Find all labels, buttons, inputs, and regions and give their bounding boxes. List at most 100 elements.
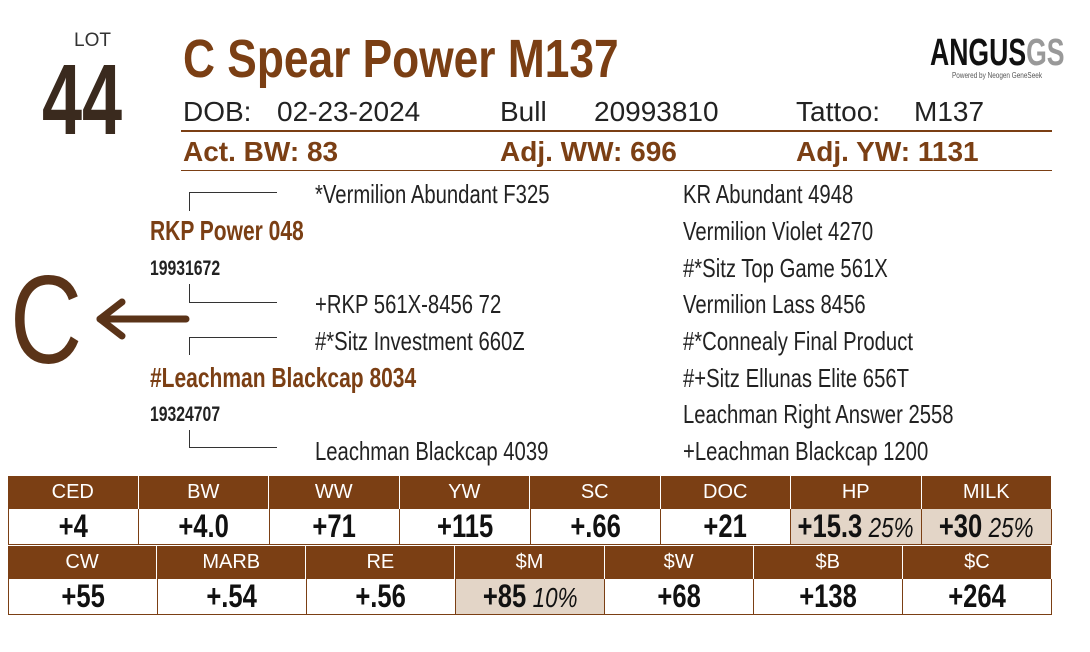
epd-value: +.56 [355,579,407,614]
epd-cell-text: +138 [799,579,857,614]
epd-value: +85 [482,579,527,614]
info-label: Bull [500,96,547,127]
grandparent: +Leachman Blackcap 1200 [683,436,929,466]
info-value: 02-23-2024 [277,96,421,127]
epd-header: HP [791,476,922,509]
dam-dam: Leachman Blackcap 4039 [315,436,549,466]
bracket [189,284,190,302]
grandparent: Leachman Right Answer 2558 [683,399,954,429]
epd-header: CED [8,476,139,509]
epd-header: MARB [157,546,307,579]
epd-cell: +.54 [158,579,307,615]
epd-value: +138 [799,579,857,614]
grandparent-row: Leachman Right Answer 2558 [683,401,1030,427]
weight-value: 1131 [917,136,979,167]
info-value: M137 [914,96,985,127]
logo-tagline: Powered by Neogen GeneSeek [952,71,1043,80]
epd-cell-text: +4 [59,509,89,544]
epd-cell: +68 [605,579,754,615]
grandparent: #*Connealy Final Product [683,326,913,356]
epd-cell-text: +55 [61,579,105,614]
bracket [189,337,190,355]
epd-value: +4.0 [178,509,230,544]
epd-cell-text: +.66 [569,509,621,544]
epd-percentile: 10% [532,582,578,613]
rule [181,170,1052,171]
logo: ANGUSGS [930,34,1064,72]
epd-cell-text: +115 [437,509,493,544]
epd-value: +.54 [206,579,258,614]
weight-value: 696 [630,136,677,167]
dam-name: #Leachman Blackcap 8034 [150,362,417,393]
lot-label: LOT [74,30,111,51]
epd-value: +4 [59,509,89,544]
epd-cell: +.56 [307,579,456,615]
logo-suffix: GS [1026,32,1065,74]
weight-label: Adj. YW: [796,136,911,167]
bracket [189,192,277,193]
sire-dam: +RKP 561X-8456 72 [315,289,502,319]
info-label: DOB: [183,96,252,127]
weight-label: Adj. WW: [500,136,623,167]
grandparent-row: KR Abundant 4948 [683,181,901,207]
epd-header: BW [138,476,269,509]
epd-value: +55 [61,579,105,614]
epd-value: +30 [938,509,983,544]
epd-cell: +85 10% [456,579,605,615]
weight-value: 83 [306,136,339,167]
grandparent-row: #*Connealy Final Product [683,328,978,354]
epd-header: WW [269,476,400,509]
epd-header: $B [753,546,903,579]
logo-text: ANGUS [930,32,1027,74]
epd-cell: +15.3 25% [791,509,922,545]
epd-cell-text: +4.0 [178,509,230,544]
epd-value: +68 [657,579,701,614]
epd-header: $M [455,546,605,579]
weight-label: Act. BW: [183,136,300,167]
grandparent: #*Sitz Top Game 561X [683,253,888,283]
epd-header: DOC [660,476,791,509]
epd-value-row: +4 +4.0 +71 +115 +.66 +21 +15.3 25% +30 25% [8,509,1052,545]
grandparent-row: Vermilion Lass 8456 [683,291,917,317]
title: C Spear Power M137 [183,29,619,89]
grandparent: KR Abundant 4948 [683,179,854,209]
epd-value: +.66 [569,509,621,544]
epd-cell-text: +264 [948,579,1006,614]
grandparent-row: +Leachman Blackcap 1200 [683,438,997,464]
sire-reg: 19931672 [150,257,221,280]
epd-cell: +4 [9,509,140,545]
epd-value: +15.3 [797,509,863,544]
epd-cell: +21 [660,509,792,545]
epd-value: +21 [703,509,748,544]
epd-header: $C [902,546,1052,579]
brand-arrow [96,298,190,340]
sire-sire: *Vermilion Abundant F325 [315,179,550,209]
epd-cell-text: +68 [657,579,701,614]
epd-header-row: CW MARB RE $M $W $B $C [8,546,1052,579]
epd-value: +71 [312,509,357,544]
bracket [189,192,190,211]
epd-cell: +30 25% [921,509,1052,545]
dam-sire: #*Sitz Investment 660Z [315,326,525,356]
epd-cell: +115 [400,509,531,545]
bracket [189,337,277,338]
epd-cell-text: +.54 [206,579,258,614]
info-value: 20993810 [594,96,719,127]
epd-cell-text: +85 10% [482,579,578,614]
epd-cell-text: +.56 [355,579,407,614]
epd-cell-text: +71 [312,509,357,544]
grandparent-row: Vermilion Violet 4270 [683,218,927,244]
lot-number: 44 [42,44,123,156]
dam-reg: 19324707 [150,403,221,426]
epd-header: MILK [921,476,1052,509]
epd-header-row: CED BW WW YW SC DOC HP MILK [8,476,1052,509]
epd-header: $W [604,546,754,579]
epd-value: +264 [948,579,1006,614]
epd-cell-text: +15.3 25% [797,509,914,544]
info-label: Tattoo: [796,96,881,127]
epd-value-row: +55 +.54 +.56 +85 10% +68 +138 +264 [8,579,1052,615]
epd-cell-text: +21 [703,509,748,544]
epd-cell: +.66 [530,509,661,545]
grandparent-row: #+Sitz Ellunas Elite 656T [683,365,973,391]
epd-header: YW [399,476,530,509]
